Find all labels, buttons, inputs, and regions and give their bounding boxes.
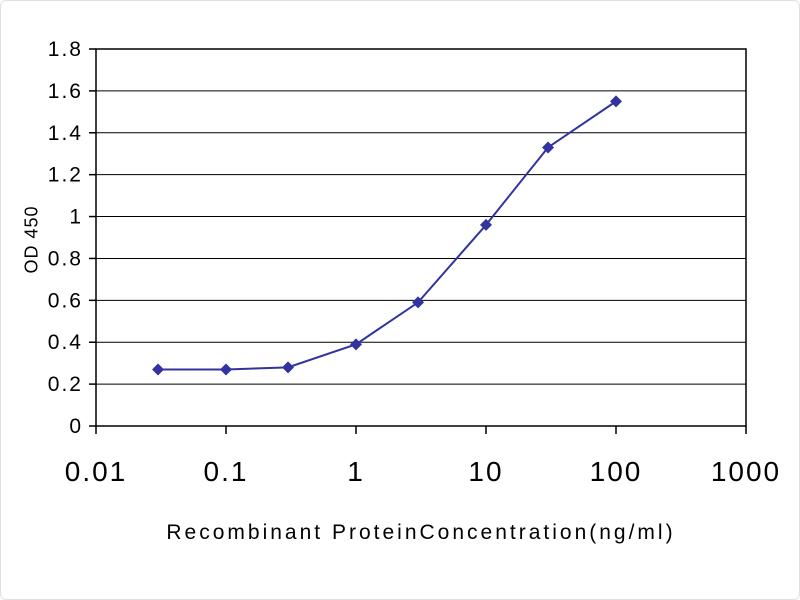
data-point-marker bbox=[220, 363, 232, 376]
data-point-marker bbox=[350, 338, 362, 351]
plot-border bbox=[95, 48, 747, 427]
data-point-marker bbox=[412, 296, 425, 309]
x-tick-label: 0.01 bbox=[65, 456, 128, 487]
y-tick-label: 0.4 bbox=[48, 331, 83, 354]
data-point-marker bbox=[542, 141, 555, 154]
x-axis-title: Recombinant ProteinConcentration(ng/ml) bbox=[166, 521, 676, 544]
x-tick-label: 100 bbox=[590, 456, 643, 487]
y-axis-title: OD 450 bbox=[21, 205, 42, 274]
y-tick-label: 0.6 bbox=[48, 289, 83, 312]
data-line bbox=[158, 100, 617, 371]
x-tick-label: 1000 bbox=[711, 456, 781, 487]
x-tick-label: 0.1 bbox=[204, 456, 249, 487]
y-tick-label: 1.6 bbox=[48, 80, 83, 103]
data-point-marker bbox=[152, 363, 165, 376]
y-tick-label: 0 bbox=[69, 415, 83, 438]
data-point-marker bbox=[282, 361, 295, 374]
y-tick-label: 0.2 bbox=[48, 373, 83, 396]
y-tick-label: 1.4 bbox=[48, 122, 83, 145]
data-point-marker bbox=[610, 95, 622, 108]
x-tick-label: 10 bbox=[468, 456, 503, 487]
y-tick-label: 1 bbox=[69, 206, 83, 229]
y-tick-label: 1.8 bbox=[48, 38, 83, 61]
data-point-marker bbox=[480, 218, 492, 231]
y-tick-label: 1.2 bbox=[48, 164, 83, 187]
x-tick-label: 1 bbox=[347, 456, 365, 487]
y-tick-label: 0.8 bbox=[48, 247, 83, 270]
